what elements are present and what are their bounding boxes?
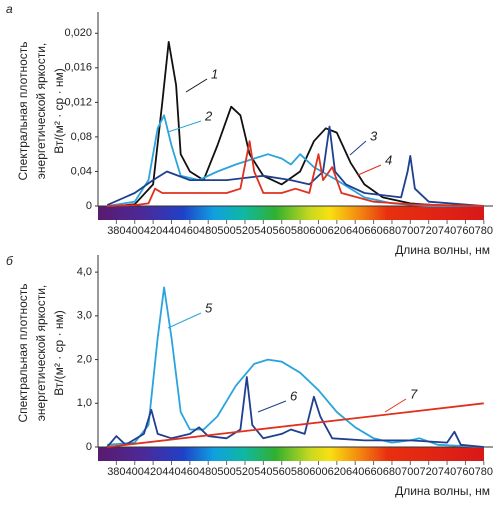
x-tick-label: 420 [144,466,162,478]
x-tick-label: 500 [217,466,235,478]
series-line [107,402,484,448]
leader-line [167,120,202,133]
x-tick-label: 600 [309,466,327,478]
x-tick-label: 580 [291,225,309,237]
y-axis-label: Вт/(м² · ср · нм) [52,68,66,154]
x-axis-label: Длина волны, нм [395,484,490,498]
x-tick-label: 560 [273,466,291,478]
x-tick-label: 380 [107,466,125,478]
x-tick-label: 700 [401,466,419,478]
y-tick-label: 0,016 [64,62,92,74]
series-label: 7 [410,386,418,401]
series-line [107,114,484,207]
x-tick-label: 400 [126,466,144,478]
series-line [107,140,484,207]
x-tick-label: 540 [254,466,272,478]
x-tick-label: 680 [383,466,401,478]
x-tick-label: 500 [217,225,235,237]
leader-line [349,140,367,156]
x-tick-label: 440 [162,466,180,478]
x-tick-label: 720 [420,466,438,478]
x-tick-label: 780 [475,225,493,237]
series-label: 4 [385,152,392,167]
x-tick-label: 560 [273,225,291,237]
x-tick-label: 720 [420,225,438,237]
x-tick-label: 760 [456,466,474,478]
x-tick-label: 620 [328,225,346,237]
series-line [116,41,484,207]
y-tick-label: 0 [86,441,92,453]
x-tick-label: 640 [346,225,364,237]
x-tick-label: 400 [126,225,144,237]
x-tick-label: 460 [181,466,199,478]
x-tick-label: 760 [456,225,474,237]
series-label: 3 [370,128,378,143]
series-label: 2 [204,108,213,123]
x-axis-label: Длина волны, нм [395,243,490,257]
x-tick-label: 700 [401,225,419,237]
y-tick-label: 2,0 [77,353,92,365]
y-tick-label: 0,08 [71,131,92,143]
panel-label: б [6,254,14,268]
y-axis-label: энергетической яркости, [34,43,48,179]
x-tick-label: 420 [144,225,162,237]
x-tick-label: 580 [291,466,309,478]
x-tick-label: 740 [438,225,456,237]
x-tick-label: 480 [199,466,217,478]
y-axis-label: Спектральная плотность [16,283,30,422]
series-label: 1 [211,66,218,81]
y-tick-label: 0 [86,200,92,212]
y-tick-label: 0,04 [71,165,92,177]
y-axis-label: Вт/(м² · ср · нм) [52,310,66,396]
panel-label: а [6,2,13,16]
y-tick-label: 0,012 [64,96,92,108]
leader-line [384,398,407,413]
x-tick-label: 600 [309,225,327,237]
y-tick-label: 3,0 [77,310,92,322]
x-tick-label: 380 [107,225,125,237]
spectrum-band [98,206,484,220]
leader-line [357,164,382,176]
y-tick-label: 4,0 [77,266,92,278]
x-tick-label: 780 [475,466,493,478]
x-tick-label: 480 [199,225,217,237]
x-tick-label: 520 [236,466,254,478]
x-tick-label: 640 [346,466,364,478]
leader-line [167,312,202,329]
series-label: 5 [205,300,213,315]
series-line [106,125,484,207]
x-tick-label: 460 [181,225,199,237]
x-tick-label: 440 [162,225,180,237]
series-label: 6 [290,388,298,403]
x-tick-label: 540 [254,225,272,237]
x-tick-label: 680 [383,225,401,237]
leader-line [257,400,287,413]
y-tick-label: 0,020 [64,27,92,39]
x-tick-label: 520 [236,225,254,237]
y-axis-label: энергетической яркости, [34,285,48,421]
series-line [106,376,484,448]
x-tick-label: 660 [364,466,382,478]
x-tick-label: 660 [364,225,382,237]
x-tick-label: 740 [438,466,456,478]
y-tick-label: 1,0 [77,397,92,409]
leader-line [185,78,208,93]
y-axis-label: Спектральная плотность [16,41,30,180]
spectrum-band [98,447,484,461]
x-tick-label: 620 [328,466,346,478]
series-line [107,286,484,448]
